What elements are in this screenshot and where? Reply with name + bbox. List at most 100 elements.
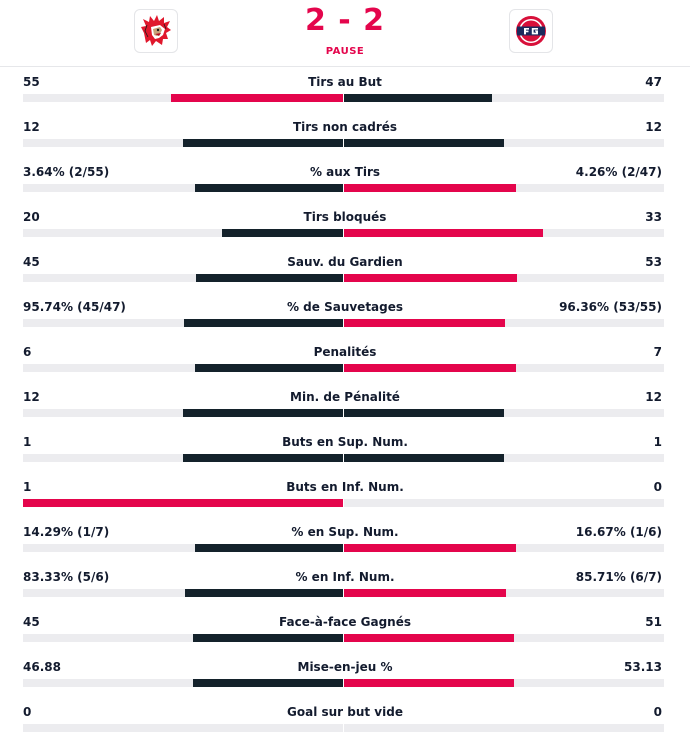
stats-list: 55 Tirs au But 47 12 Tirs non cadrés 12 3.64% … [0,66,690,741]
home-stat-value: 6 [23,345,32,359]
away-bar-track [344,724,664,732]
home-bar-track [23,274,343,282]
home-bar-track [23,409,343,417]
stat-label: Tirs au But [308,75,382,89]
stat-label: Tirs non cadrés [292,120,398,134]
home-stat-value: 1 [23,435,32,449]
home-bar-track [23,679,343,687]
away-stat-value: 0 [653,705,662,719]
stat-row: 14.29% (1/7) % en Sup. Num. 16.67% (1/6) [0,516,690,561]
away-stat-value: 51 [645,615,662,629]
away-bar-track [344,139,664,147]
home-stat-value: 45 [23,255,40,269]
home-stat-value: 12 [23,390,40,404]
stat-row: 12 Tirs non cadrés 12 [0,111,690,156]
home-stat-value: 0 [23,705,32,719]
home-bar-fill [222,229,343,237]
stat-label: % en Inf. Num. [295,570,395,584]
away-stat-value: 12 [645,390,662,404]
away-bar-track [344,499,664,507]
away-stat-value: 96.36% (53/55) [559,300,662,314]
home-stat-value: 83.33% (5/6) [23,570,110,584]
home-bar-fill [23,499,343,507]
home-bar-track [23,319,343,327]
stat-row: 0 Goal sur but vide 0 [0,696,690,741]
away-bar-fill [344,184,517,192]
stat-row: 95.74% (45/47) % de Sauvetages 96.36% (53/… [0,291,690,336]
away-bar-fill [344,319,505,327]
away-bar-fill [344,454,504,462]
home-bar-track [23,499,343,507]
stat-row: 1 Buts en Inf. Num. 0 [0,471,690,516]
home-bar-fill [183,319,343,327]
home-stat-value: 3.64% (2/55) [23,165,110,179]
home-bar-track [23,544,343,552]
lion-head-icon [141,15,171,46]
stat-label: Buts en Sup. Num. [282,435,408,449]
stat-label: Buts en Inf. Num. [286,480,404,494]
away-bar-fill [344,679,514,687]
away-bar-fill [344,589,507,597]
home-bar-track [23,139,343,147]
away-bar-fill [344,634,514,642]
home-stat-value: 46.88 [23,660,61,674]
home-bar-fill [183,139,343,147]
stat-row: 3.64% (2/55) % aux Tirs 4.26% (2/47) [0,156,690,201]
home-bar-fill [195,364,343,372]
away-stat-value: 16.67% (1/6) [575,525,662,539]
away-bar-track [344,409,664,417]
home-bar-track [23,589,343,597]
away-bar-fill [344,409,504,417]
stat-row: 83.33% (5/6) % en Inf. Num. 85.71% (6/7) [0,561,690,606]
fg-logo-icon [516,16,546,46]
away-bar-track [344,184,664,192]
away-bar-track [344,364,664,372]
away-bar-track [344,229,664,237]
stat-label: Min. de Pénalité [290,390,400,404]
away-bar-track [344,679,664,687]
stat-row: 6 Penalités 7 [0,336,690,381]
away-bar-fill [344,94,492,102]
home-bar-track [23,94,343,102]
stat-row: 12 Min. de Pénalité 12 [0,381,690,426]
away-stat-value: 4.26% (2/47) [575,165,662,179]
stat-row: 1 Buts en Sup. Num. 1 [0,426,690,471]
stat-label: Face-à-face Gagnés [278,615,411,629]
stat-row: 45 Face-à-face Gagnés 51 [0,606,690,651]
away-stat-value: 53.13 [624,660,662,674]
away-bar-track [344,319,664,327]
stat-label: % en Sup. Num. [291,525,399,539]
away-stat-value: 1 [653,435,662,449]
stat-label: Mise-en-jeu % [297,660,393,674]
away-bar-track [344,274,664,282]
home-bar-fill [183,454,343,462]
home-stat-value: 95.74% (45/47) [23,300,126,314]
stat-row: 20 Tirs bloqués 33 [0,201,690,246]
stat-label: Goal sur but vide [287,705,403,719]
home-stat-value: 1 [23,480,32,494]
home-bar-fill [195,544,343,552]
away-team-logo[interactable] [509,9,553,53]
home-bar-track [23,364,343,372]
home-bar-fill [185,589,343,597]
match-status: PAUSE [325,46,365,57]
away-bar-fill [344,139,504,147]
match-score: 2 - 2 [304,3,386,38]
away-stat-value: 53 [645,255,662,269]
home-bar-fill [183,409,343,417]
match-header: 2 - 2 PAUSE [0,0,690,67]
away-bar-fill [344,274,518,282]
away-stat-value: 33 [645,210,662,224]
away-stat-value: 0 [653,480,662,494]
home-bar-fill [170,94,343,102]
away-bar-track [344,634,664,642]
home-bar-fill [192,679,343,687]
home-stat-value: 55 [23,75,40,89]
home-stat-value: 20 [23,210,40,224]
stat-row: 46.88 Mise-en-jeu % 53.13 [0,651,690,696]
home-stat-value: 12 [23,120,40,134]
home-team-logo[interactable] [134,9,178,53]
away-bar-track [344,94,664,102]
home-bar-fill [196,274,343,282]
home-stat-value: 14.29% (1/7) [23,525,110,539]
